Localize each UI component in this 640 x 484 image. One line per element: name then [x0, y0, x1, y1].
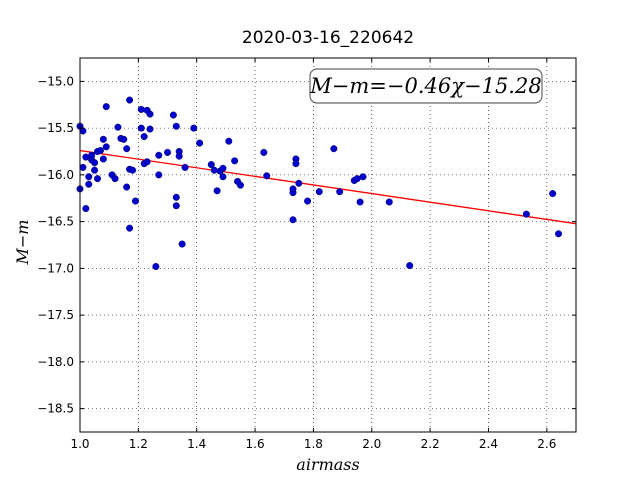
y-axis-label: M−m — [13, 220, 32, 266]
data-point — [96, 147, 104, 155]
y-tick-label: −16.5 — [37, 215, 74, 229]
data-point — [88, 151, 96, 159]
data-point — [289, 216, 297, 224]
data-point — [172, 122, 180, 130]
data-point — [295, 179, 303, 187]
data-point — [175, 152, 183, 160]
data-point — [213, 187, 221, 195]
data-point — [172, 202, 180, 210]
data-point — [114, 123, 122, 131]
data-point — [181, 163, 189, 171]
data-point — [146, 125, 154, 133]
data-point — [82, 153, 90, 161]
data-point — [196, 139, 204, 147]
data-point — [91, 166, 99, 174]
data-point — [225, 137, 233, 145]
data-point — [82, 205, 90, 213]
equation-annotation: M−m=−0.46χ−15.28 — [309, 68, 543, 104]
data-point — [210, 166, 218, 174]
axes-frame — [79, 57, 577, 433]
data-point — [91, 159, 99, 167]
data-point — [146, 110, 154, 118]
data-point — [178, 240, 186, 248]
data-point — [79, 163, 87, 171]
data-point — [102, 143, 110, 151]
equation-box — [309, 68, 543, 104]
data-point — [406, 262, 414, 270]
data-point — [85, 173, 93, 181]
data-point — [111, 175, 119, 183]
data-point — [152, 263, 160, 271]
data-point — [304, 197, 312, 205]
data-point — [236, 181, 244, 189]
data-point — [140, 133, 148, 141]
data-point — [172, 193, 180, 201]
data-point — [292, 160, 300, 168]
x-tick-label: 1.2 — [129, 437, 148, 451]
data-point — [126, 96, 134, 104]
data-point — [126, 224, 134, 232]
data-point — [137, 124, 145, 132]
data-point — [99, 155, 107, 163]
data-point — [137, 105, 145, 113]
data-point — [263, 172, 271, 180]
equation-text: M−m=−0.46χ−15.28 — [309, 74, 541, 98]
data-point — [260, 148, 268, 156]
data-point — [554, 230, 562, 238]
y-tick-label: −17.5 — [37, 308, 74, 322]
data-point — [102, 103, 110, 111]
data-point — [231, 157, 239, 165]
data-point — [94, 175, 102, 183]
fit-line — [79, 149, 577, 225]
y-tick-label: −18.0 — [37, 355, 74, 369]
data-point — [359, 173, 367, 181]
x-tick-label: 1.6 — [246, 437, 265, 451]
data-point — [120, 135, 128, 143]
data-point — [353, 175, 361, 183]
data-point — [356, 198, 364, 206]
data-point — [155, 151, 163, 159]
data-point — [315, 188, 323, 196]
data-point — [123, 183, 131, 191]
y-tick-label: −16.0 — [37, 168, 74, 182]
y-tick-label: −15.0 — [37, 74, 74, 88]
data-point — [143, 158, 151, 166]
data-point — [131, 197, 139, 205]
data-point — [219, 173, 227, 181]
data-point — [99, 135, 107, 143]
chart-title: 2020-03-16_220642 — [242, 28, 414, 48]
data-point — [385, 198, 393, 206]
x-tick-label: 1.0 — [70, 437, 89, 451]
x-tick-label: 1.8 — [304, 437, 323, 451]
x-tick-label: 2.2 — [421, 437, 440, 451]
data-point — [330, 145, 338, 153]
data-point — [123, 145, 131, 153]
x-tick-label: 2.6 — [537, 437, 556, 451]
data-point — [190, 124, 198, 132]
data-point — [549, 190, 557, 198]
y-tick-label: −15.5 — [37, 121, 74, 135]
x-tick-label: 2.4 — [479, 437, 498, 451]
plot-area — [80, 58, 576, 432]
x-tick-label: 2.0 — [362, 437, 381, 451]
data-point — [85, 180, 93, 188]
x-tick-label: 1.4 — [187, 437, 206, 451]
data-point — [522, 210, 530, 218]
data-point — [129, 166, 137, 174]
x-axis-label: airmass — [296, 455, 359, 474]
data-point — [336, 188, 344, 196]
y-tick-label: −18.5 — [37, 402, 74, 416]
data-point — [164, 148, 172, 156]
data-point — [207, 161, 215, 169]
data-point — [155, 171, 163, 179]
y-tick-label: −17.0 — [37, 261, 74, 275]
data-point — [169, 111, 177, 119]
data-point — [289, 185, 297, 193]
data-point — [219, 164, 227, 172]
